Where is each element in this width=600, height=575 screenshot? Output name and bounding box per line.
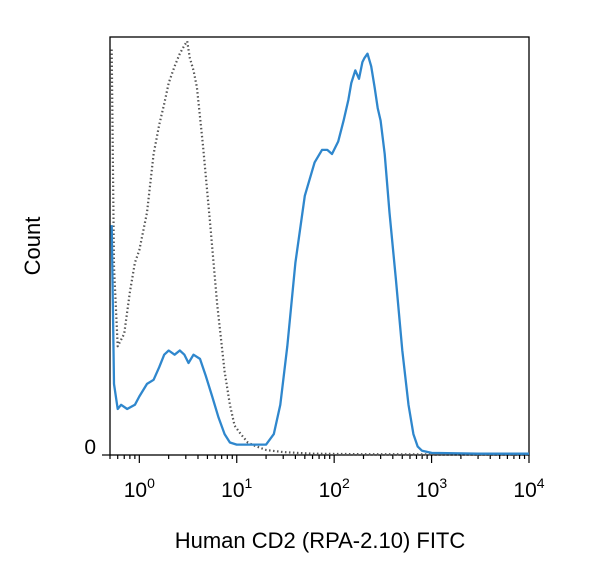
x-axis-label: Human CD2 (RPA-2.10) FITC — [175, 528, 466, 553]
x-axis-ticks: 100 101 102 103 104 — [109, 455, 545, 502]
isotype-control-curve — [110, 40, 530, 456]
x-tick-label: 100 — [124, 475, 155, 502]
x-tick-label: 102 — [319, 475, 350, 502]
stained-sample-curve — [110, 52, 529, 455]
y-axis-label: Count — [20, 217, 45, 276]
x-tick-label: 104 — [513, 475, 544, 502]
y-tick-label: 0 — [84, 436, 96, 459]
y-axis-ticks: 0 — [84, 436, 110, 459]
series-layer — [110, 40, 530, 456]
x-tick-label: 103 — [416, 475, 447, 502]
x-tick-label: 101 — [221, 475, 252, 502]
plot-frame — [109, 36, 530, 456]
